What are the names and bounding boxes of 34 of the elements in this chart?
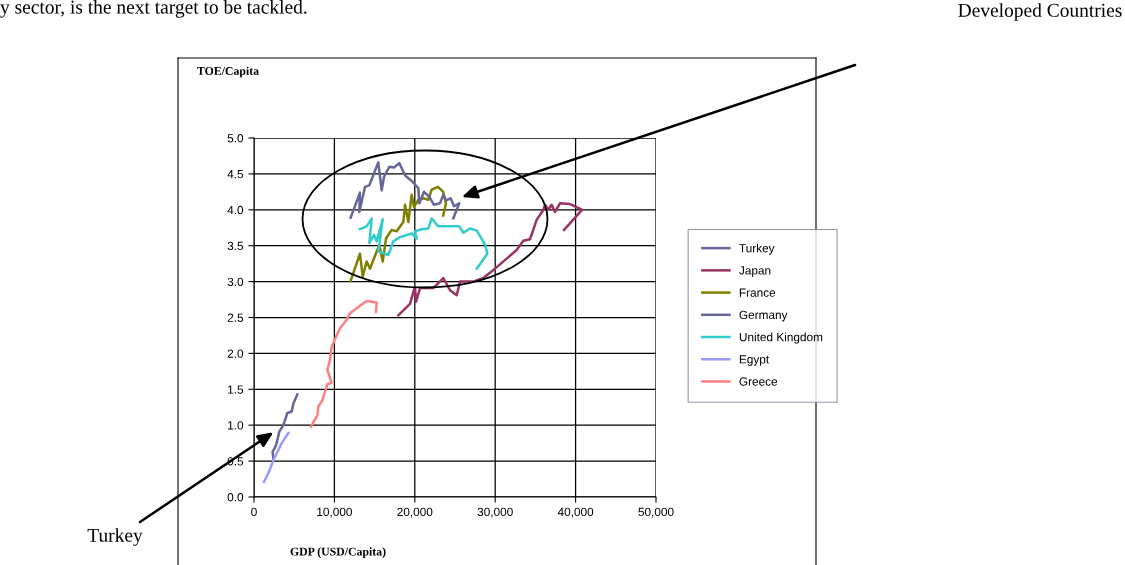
text: Developed Countries <box>958 3 1122 21</box>
x-tick-label: 30,000 <box>477 507 513 518</box>
y-tick-label: 3.0 <box>227 277 244 286</box>
text: y sector, is the next target to be tackled. <box>0 0 307 18</box>
x-tick-label: 0 <box>251 507 257 517</box>
y-tick-label: 3.5 <box>227 241 244 251</box>
x-tick-label: 50,000 <box>638 507 674 518</box>
y-tick-label: 1.5 <box>228 385 244 394</box>
legend-label: Greece <box>739 377 778 386</box>
annotation: Turkey <box>87 528 143 546</box>
line-series <box>309 299 378 428</box>
legend-label: United Kingdom <box>739 332 823 344</box>
line-series <box>358 217 489 270</box>
text: TOE/Capita <box>197 66 259 78</box>
line-series <box>349 161 461 220</box>
y-tick-label: 5.0 <box>227 134 244 143</box>
line-series <box>271 393 299 460</box>
y-tick-label: 2.0 <box>227 349 244 358</box>
line-series <box>397 202 584 317</box>
y-tick-label: 4.0 <box>227 205 244 215</box>
y-tick-label: 0.0 <box>227 493 244 502</box>
y-tick-label: 1.0 <box>228 421 244 430</box>
legend-label: Turkey <box>739 243 775 255</box>
x-tick-label: 10,000 <box>317 507 352 518</box>
legend-label: Japan <box>739 266 771 277</box>
line-series <box>262 431 290 484</box>
x-axis-title: GDP (USD/Capita) <box>290 547 386 558</box>
legend-label: France <box>739 288 776 297</box>
x-tick-label: 40,000 <box>557 507 594 518</box>
legend-label: Germany <box>739 310 788 322</box>
y-tick-label: 4.5 <box>227 170 244 179</box>
legend-label: Egypt <box>739 355 770 366</box>
x-tick-label: 20,000 <box>397 507 433 518</box>
y-tick-label: 2.5 <box>227 313 244 322</box>
